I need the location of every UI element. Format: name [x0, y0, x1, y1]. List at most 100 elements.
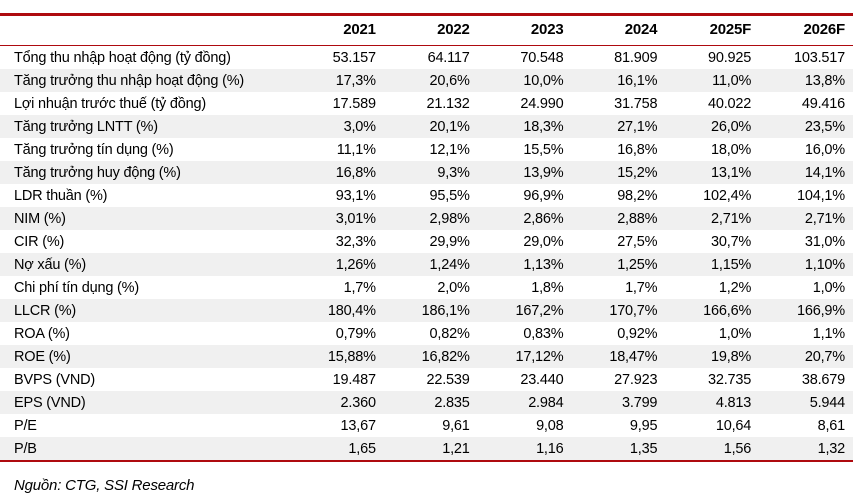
metric-value: 9,3% — [437, 164, 470, 181]
metric-value: 31.758 — [614, 95, 658, 112]
metric-value: 104,1% — [797, 187, 845, 204]
metric-value: 10,64 — [715, 417, 752, 434]
table-row: LDR thuần (%) 93,1% 95,5% 96,9% 98,2% 102,4% 1… — [0, 184, 853, 207]
metric-value: 1,35 — [629, 440, 658, 457]
metric-value: 20,1% — [429, 118, 470, 135]
metric-value: 16,82% — [421, 348, 470, 365]
metric-label: Tăng trưởng LNTT (%) — [14, 118, 158, 135]
metric-value: 1,0% — [718, 325, 752, 342]
table-row: Nợ xấu (%) 1,26% 1,24% 1,13% 1,25% 1,15% 1,10% — [0, 253, 853, 276]
metric-label: EPS (VND) — [14, 394, 86, 411]
metric-value: 16,8% — [617, 141, 658, 158]
metric-value: 1,26% — [335, 256, 376, 273]
table-row: Tổng thu nhập hoạt động (tỷ đồng) 53.157 6… — [0, 46, 853, 70]
metric-value: 186,1% — [421, 302, 470, 319]
metric-value: 2,0% — [437, 279, 470, 296]
metric-value: 1,2% — [718, 279, 752, 296]
metric-value: 11,0% — [712, 72, 752, 89]
metric-value: 1,8% — [531, 279, 564, 296]
metric-value: 27,5% — [617, 233, 658, 250]
metric-value: 27.923 — [614, 371, 658, 388]
metric-value: 22.539 — [426, 371, 470, 388]
metric-value: 2,88% — [617, 210, 658, 227]
metric-value: 18,3% — [523, 118, 564, 135]
metric-label: P/E — [14, 417, 37, 434]
metric-value: 29,9% — [429, 233, 470, 250]
metric-label: ROE (%) — [14, 348, 71, 365]
metric-label: LDR thuần (%) — [14, 187, 108, 204]
metric-label: BVPS (VND) — [14, 371, 95, 388]
metric-value: 1,15% — [711, 256, 752, 273]
table-body: Tổng thu nhập hoạt động (tỷ đồng) 53.157 6… — [0, 46, 853, 461]
metric-value: 96,9% — [523, 187, 564, 204]
metric-value: 1,1% — [812, 325, 845, 342]
metric-value: 70.548 — [520, 49, 564, 66]
metric-value: 53.157 — [332, 49, 376, 66]
metric-value: 31,0% — [804, 233, 845, 250]
table-row: ROE (%) 15,88% 16,82% 17,12% 18,47% 19,8% 20,7… — [0, 345, 853, 368]
table-row: BVPS (VND) 19.487 22.539 23.440 27.923 32.735… — [0, 368, 853, 391]
metric-label: NIM (%) — [14, 210, 66, 227]
financial-table: 2021 2022 2023 2024 2025F 2026F Tổng thu nhập… — [0, 13, 853, 462]
metric-value: 13,8% — [804, 72, 845, 89]
metric-value: 180,4% — [327, 302, 376, 319]
metric-value: 9,61 — [442, 417, 470, 434]
metric-value: 1,21 — [442, 440, 470, 457]
table-row: Tăng trưởng thu nhập hoạt động (%) 17,3% 2… — [0, 69, 853, 92]
metric-value: 2,86% — [523, 210, 564, 227]
metric-value: 32.735 — [707, 371, 752, 388]
metric-label: Tăng trưởng huy động (%) — [14, 164, 181, 181]
metric-value: 16,0% — [804, 141, 845, 158]
metric-value: 17.589 — [332, 95, 376, 112]
metric-value: 1,65 — [348, 440, 376, 457]
metric-value: 1,7% — [343, 279, 376, 296]
metric-value: 16,8% — [335, 164, 376, 181]
metric-value: 21.132 — [426, 95, 470, 112]
metric-value: 166,6% — [703, 302, 752, 319]
year-column-header: 2022 — [383, 14, 478, 46]
source-note: Nguồn: CTG, SSI Research — [14, 477, 195, 494]
metric-value: 9,95 — [629, 417, 658, 434]
metric-value: 0,92% — [617, 325, 658, 342]
metric-value: 30,7% — [711, 233, 752, 250]
metric-value: 0,82% — [429, 325, 470, 342]
metric-value: 81.909 — [614, 49, 658, 66]
metric-value: 15,88% — [327, 348, 376, 365]
metric-value: 3.799 — [622, 394, 658, 411]
metric-value: 2,71% — [804, 210, 845, 227]
metric-label: Nợ xấu (%) — [14, 256, 86, 273]
metric-value: 14,1% — [804, 164, 845, 181]
metric-value: 18,0% — [711, 141, 752, 158]
metric-value: 15,2% — [617, 164, 658, 181]
metric-value: 17,12% — [515, 348, 564, 365]
table-row: P/E 13,67 9,61 9,08 9,95 10,64 8,61 — [0, 414, 853, 437]
metric-label: CIR (%) — [14, 233, 65, 250]
metric-value: 0,79% — [335, 325, 376, 342]
metric-value: 1,32 — [817, 440, 846, 457]
metric-value: 2.835 — [434, 394, 470, 411]
metric-value: 9,08 — [536, 417, 564, 434]
metric-value: 2.984 — [528, 394, 564, 411]
table-row: NIM (%) 3,01% 2,98% 2,86% 2,88% 2,71% 2,71% — [0, 207, 853, 230]
table-row: Lợi nhuận trước thuế (tỷ đồng) 17.589 21.1… — [0, 92, 853, 115]
metric-value: 16,1% — [617, 72, 658, 89]
table-row: Chi phí tín dụng (%) 1,7% 2,0% 1,8% 1,7% 1,2%… — [0, 276, 853, 299]
metric-value: 1,25% — [617, 256, 658, 273]
metric-value: 3,01% — [335, 210, 376, 227]
table-row: Tăng trưởng huy động (%) 16,8% 9,3% 13,9% 15… — [0, 161, 853, 184]
table-row: ROA (%) 0,79% 0,82% 0,83% 0,92% 1,0% 1,1% — [0, 322, 853, 345]
metric-label: Tổng thu nhập hoạt động (tỷ đồng) — [14, 49, 231, 66]
metric-value: 49.416 — [801, 95, 845, 112]
metric-value: 0,83% — [523, 325, 564, 342]
metric-value: 167,2% — [515, 302, 564, 319]
year-column-header: 2025F — [665, 14, 760, 46]
metric-value: 12,1% — [429, 141, 470, 158]
metric-value: 11,1% — [336, 141, 376, 158]
metric-value: 8,61 — [817, 417, 846, 434]
metric-value: 20,6% — [429, 72, 470, 89]
metric-value: 23.440 — [520, 371, 564, 388]
metric-value: 170,7% — [609, 302, 658, 319]
table-row: LLCR (%) 180,4% 186,1% 167,2% 170,7% 166,6% 16… — [0, 299, 853, 322]
metric-value: 5.944 — [809, 394, 845, 411]
